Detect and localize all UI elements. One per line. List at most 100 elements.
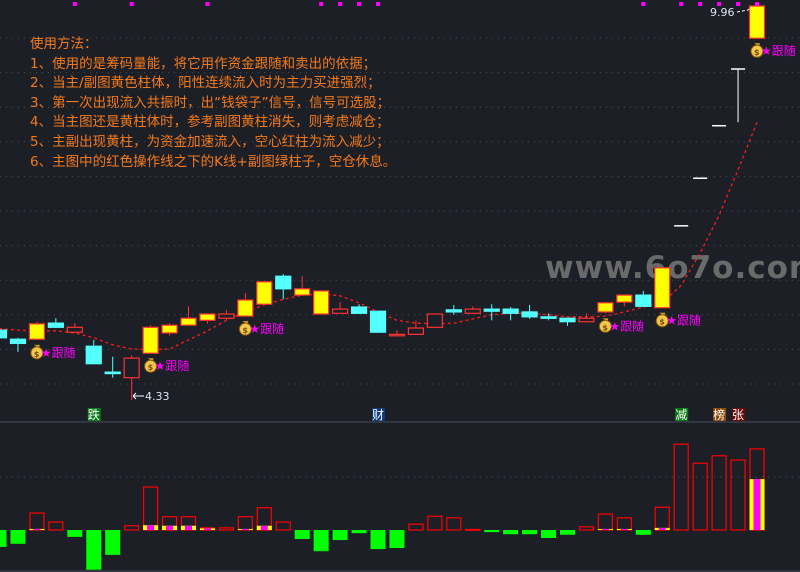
volume-core-magenta: [241, 528, 249, 530]
volume-bar: [237, 516, 253, 531]
volume-bar: [275, 521, 291, 531]
volume-bar: [673, 443, 689, 531]
top-mark: [357, 2, 362, 6]
candle-body: [275, 275, 292, 290]
candle-body: [142, 326, 159, 354]
volume-bar: [313, 530, 329, 552]
candle: [578, 313, 595, 323]
volume-bar: [578, 526, 595, 531]
volume-core-magenta: [620, 528, 628, 530]
top-mark: [736, 2, 741, 6]
volume-bar-out: [522, 530, 538, 535]
event-tag-text: 跌: [88, 407, 100, 422]
dollar-sign: $: [659, 318, 665, 327]
candle-body: [578, 317, 595, 323]
candle: [616, 294, 633, 307]
volume-bar: [105, 530, 121, 555]
dollar-sign: $: [34, 350, 40, 359]
candle-body: [180, 317, 197, 326]
candle: [426, 313, 443, 328]
candle-body: [9, 338, 27, 345]
volume-bar-out: [370, 530, 386, 550]
candle: [123, 355, 140, 401]
volume-bar-in: [692, 462, 708, 531]
volume-bar: [351, 530, 367, 534]
volume-core-magenta: [601, 528, 609, 530]
top-marks: [72, 2, 759, 6]
event-tag-text: 榜: [713, 407, 725, 422]
candle-body: [237, 299, 254, 317]
candle: [445, 304, 462, 315]
top-mark: [755, 2, 759, 6]
candle: [256, 281, 273, 305]
volume-core-magenta: [203, 528, 211, 530]
top-mark: [376, 2, 380, 6]
volume-bar-in: [408, 523, 424, 531]
volume-bar-out: [67, 530, 83, 537]
candle-body: [256, 281, 273, 305]
volume-bar: [446, 517, 462, 531]
candle: [47, 318, 64, 329]
candle-body: [313, 290, 330, 315]
candle-body: [104, 371, 121, 375]
volume-bar: [654, 506, 670, 531]
volume-bar: [522, 530, 538, 535]
volume-core-magenta: [166, 525, 174, 530]
volume-core-magenta: [260, 525, 268, 530]
candle: [502, 307, 519, 321]
candle-body: [502, 308, 519, 314]
volume-bar-out: [635, 530, 651, 535]
volume-bar: [48, 521, 64, 531]
volume-bar: [124, 525, 140, 531]
note-line: 2、当主/副图黄色柱体，阳性连续流入时为主力买进强烈；: [30, 75, 381, 92]
candle: [332, 302, 349, 314]
signal-marker: $ ★跟随: [30, 344, 76, 360]
volume-bar: [86, 530, 102, 570]
candle-body: [332, 308, 349, 314]
candle-body: [407, 327, 424, 335]
event-tag-bg: [732, 408, 746, 421]
candle: [748, 5, 766, 39]
candle-body: [426, 313, 443, 328]
event-tags: 跌 财 减 榜张: [87, 407, 746, 422]
candle-body: [616, 294, 633, 303]
candle: [369, 310, 387, 333]
event-tag: 张: [732, 408, 746, 422]
signal-marker: $ ★跟随: [655, 312, 701, 328]
candle-body: [123, 357, 140, 379]
volume-bar: [389, 530, 405, 549]
candle: [464, 306, 481, 314]
top-mark: [679, 2, 684, 6]
candle-body: [559, 317, 576, 323]
candle-body: [218, 313, 235, 319]
candle-body: [748, 5, 766, 39]
volume-bar-out: [0, 530, 7, 547]
top-mark: [641, 2, 646, 6]
candle-body: [85, 345, 102, 365]
volume-bar: [199, 527, 216, 531]
signal-label: ★跟随: [41, 345, 76, 360]
volume-bar-in: [465, 528, 481, 531]
volume-core-magenta: [33, 528, 41, 530]
candle-body: [521, 311, 538, 318]
volume-bar: [10, 530, 26, 544]
candle: [161, 323, 178, 336]
candle-body: [540, 316, 557, 319]
top-mark: [717, 2, 722, 6]
event-tag: 财: [372, 408, 385, 422]
candle: [0, 329, 8, 339]
top-mark: [72, 2, 77, 6]
event-tag-text: 张: [732, 408, 744, 422]
volume-bar-out: [86, 530, 102, 570]
volume-bar: [560, 530, 575, 535]
high-price-label: 9.96: [710, 6, 735, 19]
candle: [104, 356, 121, 378]
candle: [275, 274, 292, 300]
volume-bar: [408, 523, 424, 531]
candle: [635, 290, 652, 307]
candle-body: [66, 326, 83, 333]
candle: [540, 313, 557, 321]
event-tag-text: 财: [372, 408, 384, 422]
